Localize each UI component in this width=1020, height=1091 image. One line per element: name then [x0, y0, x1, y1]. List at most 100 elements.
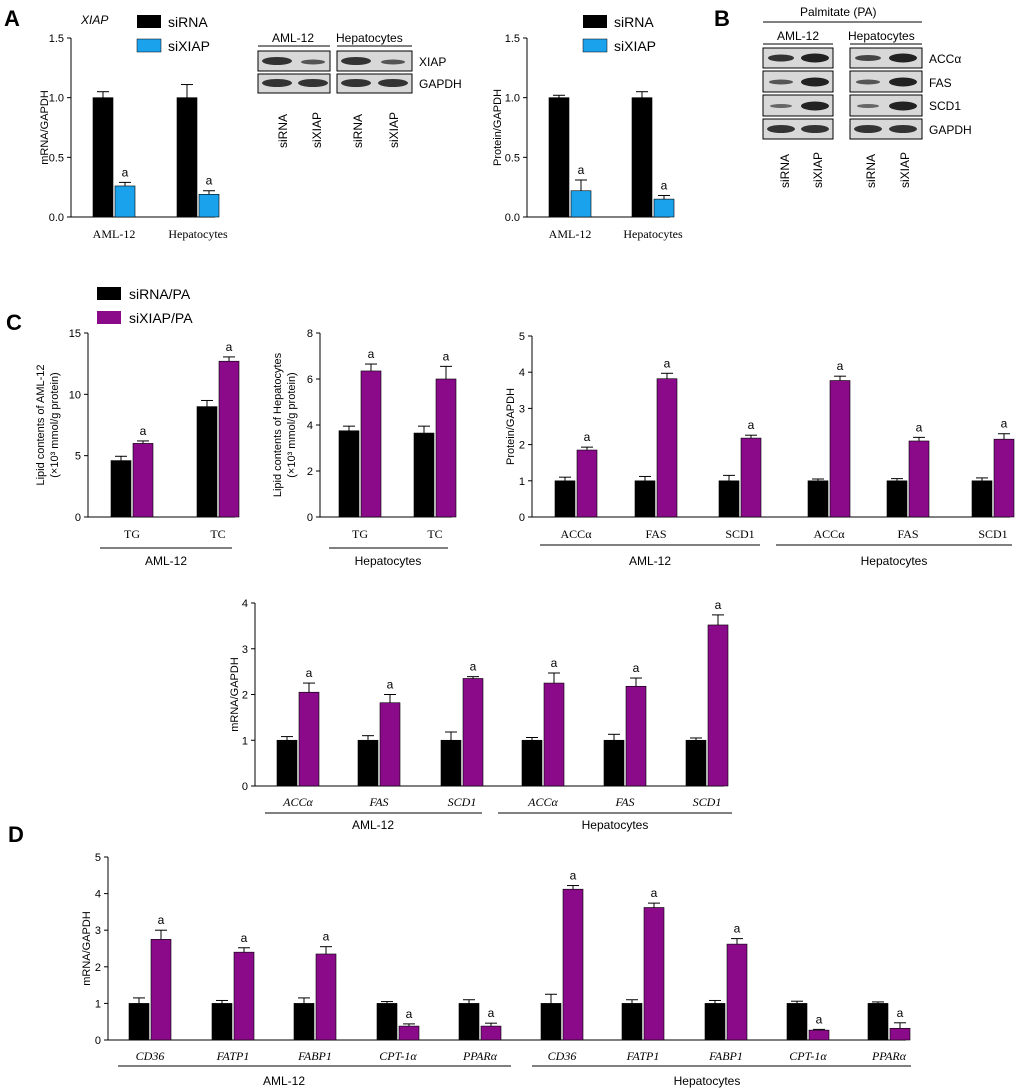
- category-label: SCD1: [448, 795, 477, 809]
- y-axis-label: Protein/GAPDH: [492, 89, 504, 166]
- bar-control: [413, 432, 435, 518]
- significance-label: a: [241, 931, 248, 945]
- blot-band: [856, 79, 880, 85]
- bar-control: [92, 97, 114, 218]
- blot-band: [801, 125, 829, 133]
- bar-knockdown: [462, 678, 484, 787]
- bar-knockdown: [543, 682, 565, 787]
- significance-label: a: [664, 356, 671, 370]
- blot-band: [769, 79, 793, 85]
- bar-control: [338, 430, 360, 518]
- category-label: FAS: [368, 795, 388, 809]
- blot-strip: [762, 94, 834, 117]
- y-axis-label: Lipid contents of Hepatocytes: [272, 352, 284, 497]
- blot-band: [341, 57, 371, 65]
- category-label: TG: [124, 527, 140, 541]
- y-tick-label: 4: [95, 889, 101, 901]
- category-label: CD36: [548, 1049, 577, 1063]
- bar-control: [718, 480, 740, 518]
- bar-knockdown: [233, 951, 255, 1041]
- category-label: TG: [352, 527, 368, 541]
- chart-d_mrna: 0 1 2 3 4 5 mRNA/GAPDH a CD36 a FATP1 a FABP1 a CPT-1α…: [81, 852, 911, 1088]
- blot-band: [889, 101, 917, 111]
- blot-band: [801, 77, 829, 87]
- bar-knockdown: [298, 691, 320, 787]
- significance-label: a: [387, 678, 394, 692]
- legend-swatch-sixiap: [582, 38, 608, 53]
- significance-label: a: [122, 165, 129, 179]
- blot-row-label-fas: FAS: [929, 76, 952, 90]
- blot-title: Palmitate (PA): [800, 5, 876, 19]
- blot-strip: [762, 70, 834, 93]
- y-tick-label: 5: [95, 852, 101, 864]
- significance-label: a: [734, 922, 741, 936]
- charts-layer: 0.0 0.5 1.0 1.5 mRNA/GAPDH XIAP a AML-12 a Hepato…: [35, 13, 1015, 1088]
- y-tick-label: 0: [307, 512, 313, 524]
- bar-control: [357, 739, 379, 787]
- y-tick-label: 2: [519, 440, 525, 452]
- y-tick-label: 0: [95, 1035, 101, 1047]
- blot-row-label-xiap: XIAP: [419, 55, 446, 69]
- chart-c_protein: 0 1 2 3 4 5 Protein/GAPDH a ACCα a FAS a SCD1 a ACCα a F…: [505, 331, 1015, 568]
- y-tick-label: 2: [307, 466, 313, 478]
- y-tick-label: 1: [95, 998, 101, 1010]
- legend-a: siRNA siXIAP: [136, 14, 210, 54]
- significance-label: a: [916, 420, 923, 434]
- bar-control: [786, 1003, 808, 1041]
- blot-group-label: Hepatocytes: [848, 29, 915, 43]
- y-tick-label: 8: [307, 328, 313, 340]
- y-tick-label: 3: [95, 925, 101, 937]
- y-tick-label: 5: [75, 451, 81, 463]
- category-label: FAS: [645, 527, 666, 541]
- blot-band: [298, 79, 328, 87]
- blot-row-label-gapdh: GAPDH: [419, 77, 462, 91]
- chart-c_lipid_hep: 0 2 4 6 8 Lipid contents of Hepatocytes (×10³ …: [272, 328, 457, 568]
- bar-knockdown: [379, 702, 401, 787]
- bar-control: [634, 480, 656, 518]
- bar-control: [971, 480, 993, 518]
- bar-control: [540, 1003, 562, 1041]
- group-label: Hepatocytes: [355, 554, 422, 568]
- significance-label: a: [306, 666, 313, 680]
- y-tick-label: 10: [69, 389, 81, 401]
- group-label: Hepatocytes: [861, 554, 928, 568]
- y-axis-label: (×10³ mmol/g protein): [286, 372, 298, 477]
- significance-label: a: [140, 424, 147, 438]
- significance-label: a: [443, 349, 450, 363]
- significance-label: a: [651, 886, 658, 900]
- blot-band: [855, 55, 881, 61]
- panel-label-b: B: [714, 6, 730, 31]
- y-tick-label: 1.0: [505, 93, 520, 105]
- western-blot-a: AML-12 Hepatocytes XIAP GAPDH siRNA siXI…: [257, 31, 462, 148]
- bar-control: [211, 1003, 233, 1041]
- y-tick-label: 2: [95, 962, 101, 974]
- bar-knockdown: [218, 360, 240, 518]
- blot-row-label-gapdh: GAPDH: [929, 123, 972, 137]
- blot-band: [801, 101, 829, 111]
- y-tick-label: 1.5: [49, 33, 64, 45]
- group-label: AML-12: [263, 1074, 305, 1088]
- blot-band: [378, 79, 408, 87]
- blot-lane-label: siRNA: [864, 154, 878, 188]
- blot-band: [770, 104, 792, 108]
- chart-a_mrna: 0.0 0.5 1.0 1.5 mRNA/GAPDH XIAP a AML-12 a Hepato…: [39, 13, 228, 241]
- significance-label: a: [661, 179, 668, 193]
- bar-knockdown: [808, 1029, 830, 1041]
- category-label: AML-12: [93, 227, 136, 241]
- chart-a_protein: 0.0 0.5 1.0 1.5 Protein/GAPDH a AML-12 a Hepatoc…: [492, 33, 683, 241]
- y-tick-label: 0: [519, 512, 525, 524]
- bar-knockdown: [740, 437, 762, 518]
- legend-label-sixiap: siXIAP: [168, 38, 210, 54]
- group-label: AML-12: [352, 818, 394, 832]
- blot-band: [889, 125, 917, 133]
- blot-strip: [849, 47, 923, 69]
- blot-lane-label: siXIAP: [310, 112, 324, 148]
- category-label: CD36: [136, 1049, 165, 1063]
- category-label: ACCα: [561, 527, 593, 541]
- significance-label: a: [897, 1006, 904, 1020]
- significance-label: a: [584, 430, 591, 444]
- significance-label: a: [570, 869, 577, 883]
- blot-lane-label: siXIAP: [898, 152, 912, 188]
- blot-band: [889, 53, 917, 63]
